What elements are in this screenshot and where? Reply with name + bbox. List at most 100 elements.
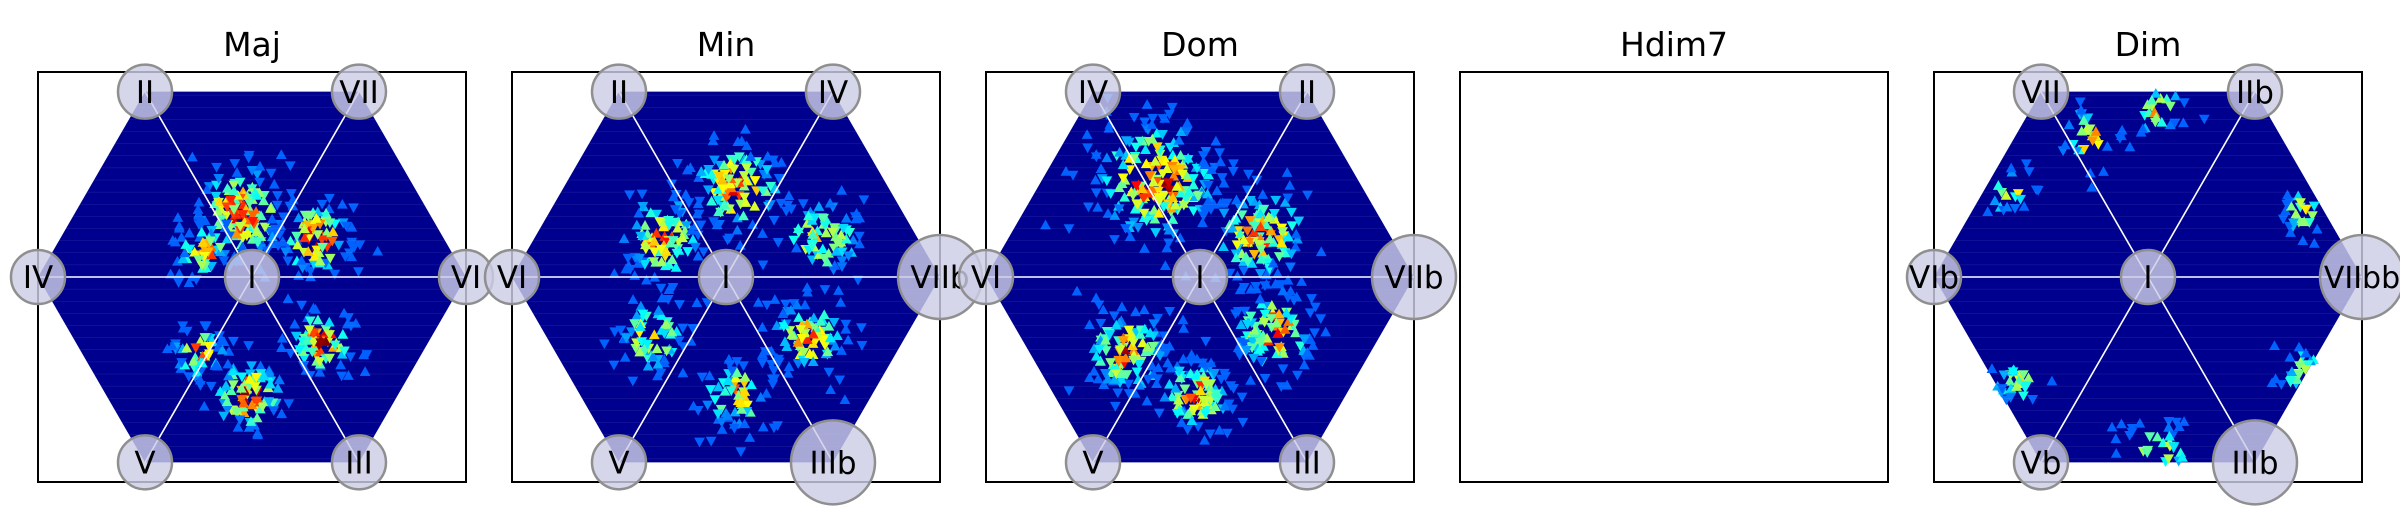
heat-cell (782, 367, 794, 378)
node-iv: IV (804, 63, 862, 120)
heat-cell (1097, 304, 1109, 315)
heat-cell (213, 196, 225, 206)
heat-cell (165, 268, 177, 279)
heat-cell (1216, 173, 1228, 183)
node-circle (1278, 434, 1336, 491)
heat-cell (2059, 139, 2071, 150)
heat-cell (677, 342, 689, 352)
heat-cell (1244, 216, 1256, 226)
heat-cell (739, 192, 750, 203)
heat-cell (184, 227, 195, 238)
heat-cell (735, 447, 747, 458)
heat-cell (203, 182, 215, 192)
heat-cell (836, 247, 848, 258)
heat-cell (225, 195, 237, 206)
heat-cell (1234, 284, 1246, 295)
heat-cell (2018, 391, 2029, 402)
heat-cell (711, 219, 723, 230)
heat-cell (2286, 366, 2298, 376)
heat-cell (725, 386, 737, 397)
heat-cell (1090, 152, 1102, 163)
heat-cell (757, 260, 769, 271)
heat-cell (272, 382, 284, 393)
heat-cell (258, 370, 270, 381)
heat-cell (662, 294, 674, 305)
node-label: VIIb (1384, 260, 1443, 296)
heat-cell (1116, 178, 1128, 188)
node-label: IIIb (809, 445, 856, 481)
heat-cell (739, 371, 751, 382)
node-v: V (116, 434, 174, 491)
heat-cell (345, 352, 356, 363)
tonnetz-nodes: I VIIb IV II VI V IIIb (483, 63, 984, 506)
heat-cell (1141, 395, 1153, 406)
heat-cell (204, 349, 215, 360)
heat-cell (1093, 300, 1105, 311)
heat-cell (1156, 155, 1167, 166)
heat-cell (719, 199, 730, 209)
heat-cell (1137, 337, 1149, 348)
heat-cell (1198, 395, 1209, 406)
heat-cell (649, 247, 660, 258)
heat-cell (708, 130, 720, 140)
node-label: VI (451, 260, 481, 296)
heat-cell (666, 326, 678, 337)
heat-cell (1282, 274, 1294, 285)
heat-cell (773, 174, 785, 184)
panel-title: Dom (1161, 25, 1239, 64)
heat-cell (702, 400, 714, 411)
heat-cell (234, 177, 246, 188)
heat-cell (685, 162, 696, 172)
heat-cell (1139, 323, 1151, 334)
heat-cell (1232, 306, 1244, 317)
panel-dim: Dim I VIIbb IIb VII VIb Vb IIIb (1905, 25, 2400, 506)
heat-cell (807, 356, 819, 366)
heat-cell (1112, 388, 1124, 399)
node-circle (789, 419, 877, 506)
heat-cell (1123, 389, 1135, 399)
heat-cell (630, 343, 642, 354)
heat-cell (733, 152, 745, 163)
heat-cell (1227, 222, 1239, 233)
heat-cell (1201, 205, 1212, 215)
heat-cell (173, 268, 185, 279)
heat-cell (203, 341, 215, 352)
heat-cell (296, 300, 308, 311)
heat-cell (2017, 370, 2029, 381)
heat-cell (285, 189, 297, 199)
heat-cell (1166, 102, 1178, 113)
heat-cell (674, 209, 686, 220)
node-label: IV (1078, 75, 1108, 111)
heat-cell (709, 395, 721, 405)
heat-cell (1250, 282, 1262, 292)
heat-cell (1109, 235, 1120, 245)
node-iib: IIb (2226, 63, 2284, 120)
node-circle (1064, 63, 1122, 120)
heat-cell (756, 358, 768, 369)
heat-cell (687, 323, 699, 334)
heat-cell (608, 360, 620, 371)
heat-cell (312, 314, 324, 325)
heat-cell (1140, 144, 1151, 154)
heat-cell (285, 235, 296, 246)
heat-cell (1149, 213, 1161, 224)
heat-cell (195, 357, 207, 368)
heat-cell (1209, 401, 1221, 411)
heat-cell (785, 304, 797, 315)
heat-cell (1197, 217, 1208, 228)
heat-cell (254, 177, 266, 188)
node-circle (1278, 63, 1336, 120)
heat-cell (2082, 113, 2094, 124)
heat-cell (315, 346, 326, 356)
heat-cell (1140, 158, 1152, 169)
heat-cell (647, 351, 659, 361)
heat-cell (276, 332, 288, 343)
heat-cell (1202, 181, 1214, 191)
heat-cell (336, 198, 348, 209)
heat-cell (624, 190, 635, 201)
heat-cell (1284, 179, 1296, 190)
heat-cell (819, 340, 831, 351)
heat-cell (1204, 429, 1216, 440)
heat-cell (257, 402, 269, 413)
